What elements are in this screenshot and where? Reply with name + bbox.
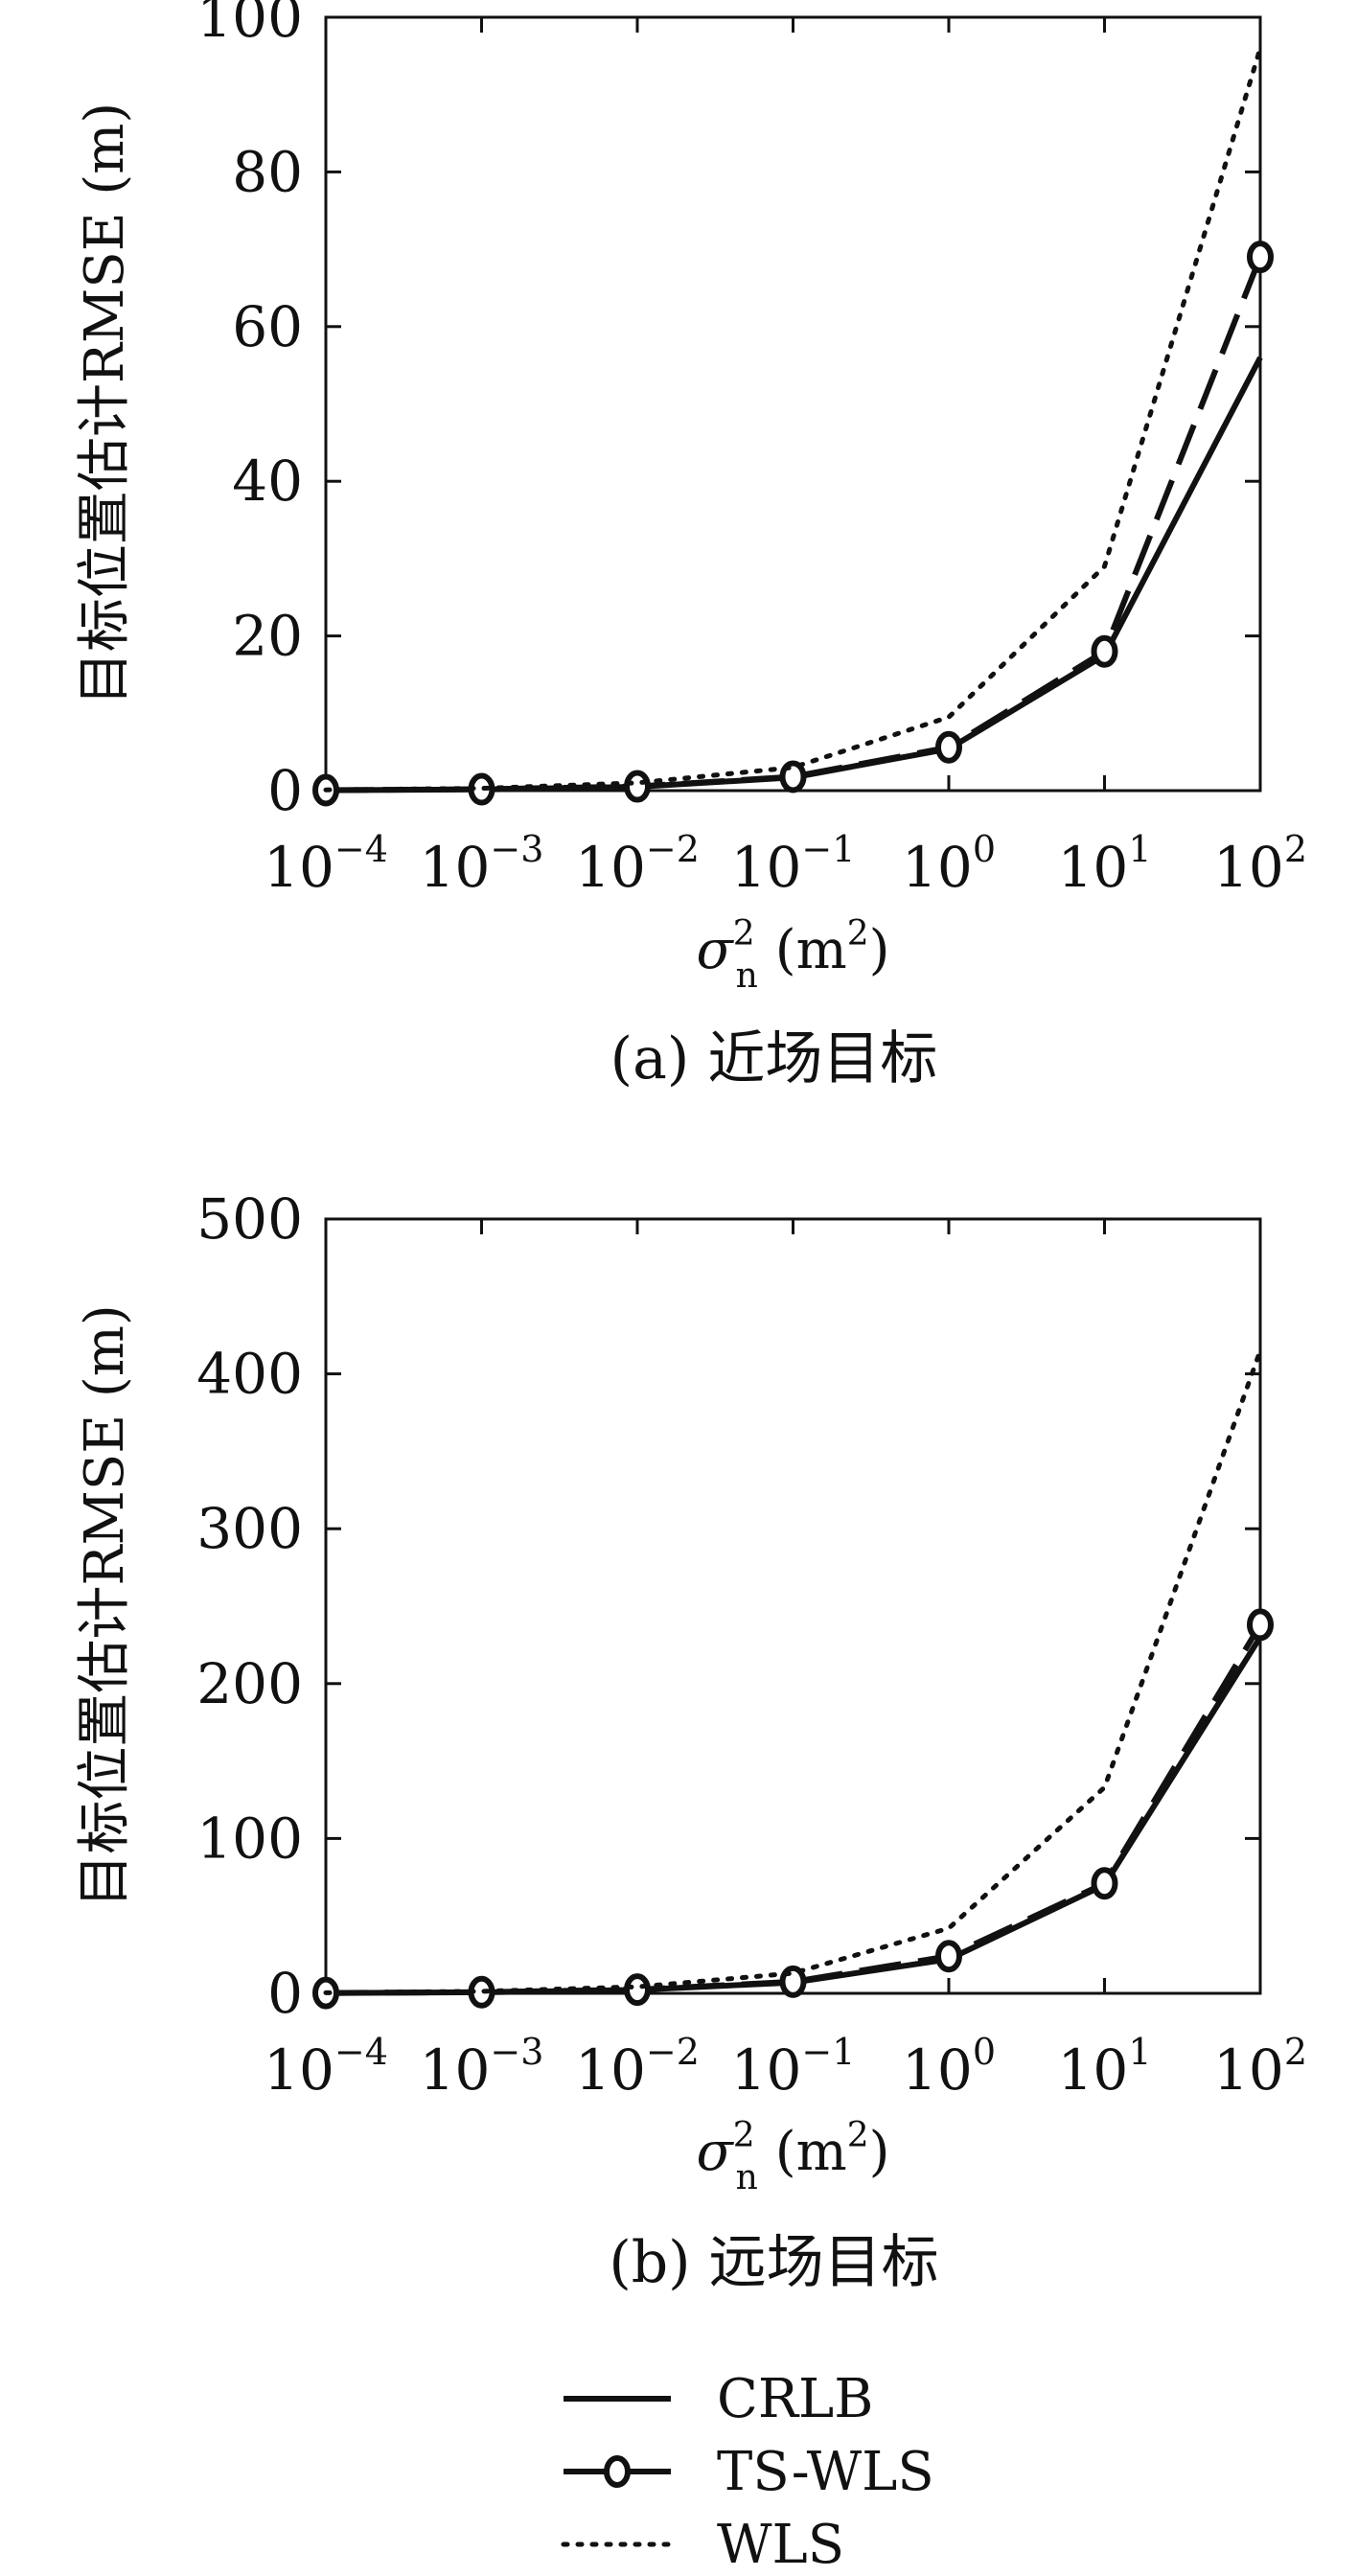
x-tick-label: 100 [902, 2031, 996, 2103]
series-line-wls [323, 1347, 1263, 1995]
plot-frame [324, 15, 1262, 793]
x-tick-exponent: 1 [1128, 2031, 1151, 2073]
series-line-ts-wls [325, 1622, 1263, 1996]
x-axis-label-unit: (m [775, 919, 847, 981]
series-line-ts-wls [325, 256, 1263, 794]
subfigure-caption: (a) 近场目标 [610, 1025, 938, 1092]
series-line-crlb [325, 1635, 1263, 1996]
data-point-ts-wls [1247, 1608, 1274, 1642]
y-tick-label: 400 [196, 1342, 303, 1407]
x-tick-exponent: 0 [973, 2031, 996, 2073]
legend-label: WLS [717, 2514, 844, 2576]
x-tick-label: 10−2 [575, 828, 700, 900]
x-axis-label-sub: n [736, 956, 758, 996]
y-tick-label: 20 [232, 604, 303, 669]
y-tick-label: 500 [196, 1186, 303, 1252]
data-point-ts-wls [935, 1940, 962, 1973]
data-point-ts-wls [624, 770, 651, 803]
y-axis-label: 目标位置估计RMSE (m) [74, 1304, 136, 1907]
x-tick-label: 101 [1058, 828, 1152, 900]
legend-marker-circle [604, 2455, 631, 2488]
y-axis-label: 目标位置估计RMSE (m) [74, 103, 136, 705]
y-tick-label: 300 [196, 1496, 303, 1561]
data-point-ts-wls [1091, 634, 1118, 668]
data-point-ts-wls [1091, 1867, 1118, 1900]
x-tick-exponent: −1 [801, 2031, 855, 2073]
data-point-ts-wls [624, 1973, 651, 2007]
data-point-ts-wls [935, 730, 962, 764]
x-tick-label: 102 [1213, 2031, 1307, 2103]
x-tick-base: 10 [420, 835, 491, 900]
x-tick-label: 10−1 [731, 2031, 856, 2103]
x-tick-base: 10 [731, 2037, 802, 2103]
x-axis-label-close: ) [869, 2121, 890, 2183]
legend: CRLB TS-WLS WLS [561, 2368, 934, 2576]
x-axis-label-symbol: σ [696, 919, 734, 981]
x-tick-exponent: −4 [334, 828, 388, 870]
x-axis-label-sup: 2 [733, 914, 755, 954]
subfigure-caption: (b) 远场目标 [609, 2229, 938, 2296]
y-tick-label: 0 [267, 1961, 303, 2026]
series-line-wls [323, 45, 1263, 793]
x-tick-base: 10 [1213, 2037, 1284, 2103]
x-axis-label-unit: (m [775, 2121, 847, 2183]
x-tick-label: 10−2 [575, 2031, 700, 2103]
x-tick-label: 102 [1213, 828, 1307, 900]
y-tick-label: 80 [232, 139, 303, 204]
x-tick-base: 10 [1058, 835, 1129, 900]
x-tick-exponent: −2 [646, 2031, 700, 2073]
x-tick-exponent: 2 [1284, 828, 1307, 870]
x-tick-base: 10 [902, 835, 973, 900]
x-tick-exponent: 2 [1284, 2031, 1307, 2073]
x-axis-label: σ2 n (m2) [696, 2116, 889, 2197]
x-axis-label-unit-sup: 2 [847, 2116, 869, 2155]
y-tick-label: 100 [196, 0, 303, 50]
x-tick-exponent: −3 [490, 828, 543, 870]
data-point-ts-wls [1247, 241, 1274, 274]
x-tick-base: 10 [420, 2037, 491, 2103]
x-tick-label: 10−3 [420, 828, 544, 900]
x-tick-label: 10−3 [420, 2031, 544, 2103]
y-tick-label: 100 [196, 1806, 303, 1871]
x-tick-base: 10 [1058, 2037, 1129, 2103]
y-tick-label: 60 [232, 294, 303, 359]
x-axis-label-unit-sup: 2 [847, 914, 869, 954]
y-tick-label: 40 [232, 448, 303, 514]
legend-label: TS-WLS [717, 2441, 934, 2503]
plot-frame [324, 1217, 1262, 1995]
x-axis-label: σ2 n (m2) [696, 914, 889, 996]
x-tick-exponent: −4 [334, 2031, 388, 2073]
y-tick-label: 0 [267, 758, 303, 823]
x-axis-label-sup: 2 [733, 2116, 755, 2155]
x-tick-label: 10−1 [731, 828, 856, 900]
x-tick-base: 10 [731, 835, 802, 900]
x-tick-exponent: 0 [973, 828, 996, 870]
x-axis-label-close: ) [869, 919, 890, 981]
legend-label: CRLB [717, 2368, 873, 2430]
x-tick-label: 10−4 [264, 2031, 388, 2103]
x-tick-base: 10 [902, 2037, 973, 2103]
x-axis-label-sub: n [736, 2158, 758, 2197]
y-tick-label: 200 [196, 1651, 303, 1716]
x-tick-base: 10 [264, 835, 334, 900]
series-line-crlb [325, 356, 1263, 794]
x-tick-label: 100 [902, 828, 996, 900]
x-tick-base: 10 [1213, 835, 1284, 900]
x-tick-base: 10 [264, 2037, 334, 2103]
x-tick-label: 10−4 [264, 828, 388, 900]
x-tick-exponent: −3 [490, 2031, 543, 2073]
x-tick-exponent: −2 [646, 828, 700, 870]
x-axis-label-symbol: σ [696, 2121, 734, 2183]
x-tick-exponent: −1 [801, 828, 855, 870]
x-tick-exponent: 1 [1128, 828, 1151, 870]
x-tick-base: 10 [575, 835, 646, 900]
x-tick-label: 101 [1058, 2031, 1152, 2103]
x-tick-base: 10 [575, 2037, 646, 2103]
